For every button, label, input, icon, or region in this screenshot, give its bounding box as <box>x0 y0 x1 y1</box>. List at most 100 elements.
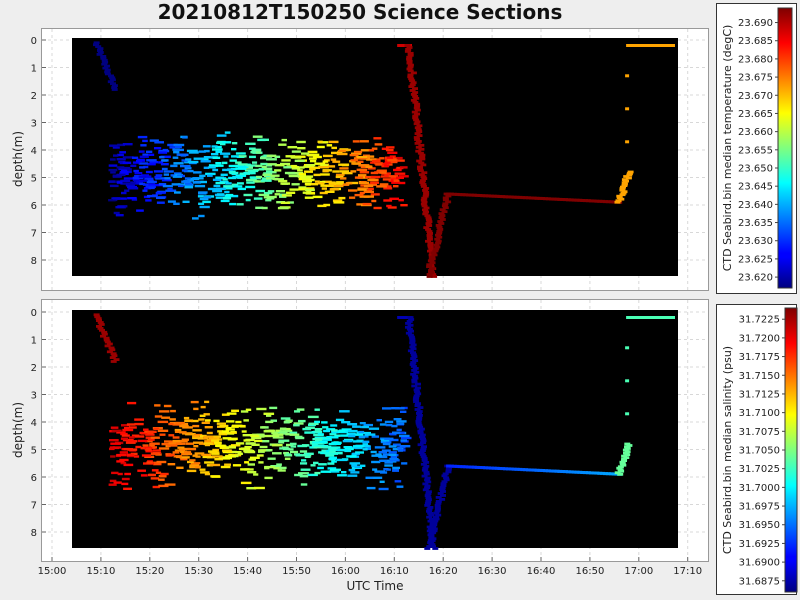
data-mark <box>252 161 258 164</box>
data-mark <box>297 173 306 176</box>
data-mark <box>156 196 166 199</box>
data-mark <box>506 195 511 199</box>
data-mark <box>195 455 201 458</box>
data-mark <box>621 181 628 184</box>
data-mark <box>182 432 193 435</box>
data-mark <box>425 218 432 222</box>
data-mark <box>577 470 583 474</box>
data-mark <box>410 71 417 75</box>
x-tick-label: 15:40 <box>233 566 262 577</box>
data-mark <box>250 151 261 154</box>
data-mark <box>358 430 364 434</box>
data-mark <box>167 444 178 447</box>
data-mark <box>625 107 630 111</box>
data-mark <box>526 196 531 200</box>
data-mark <box>428 269 435 272</box>
data-mark <box>97 51 104 54</box>
data-mark <box>313 444 325 447</box>
data-mark <box>194 184 206 188</box>
data-mark <box>329 188 339 191</box>
data-mark <box>420 437 426 441</box>
data-mark <box>95 317 102 320</box>
data-mark <box>287 146 298 149</box>
data-mark <box>371 159 381 163</box>
data-mark <box>129 426 137 429</box>
data-mark <box>168 453 175 456</box>
data-mark <box>422 466 429 470</box>
data-mark <box>392 448 404 451</box>
data-mark <box>520 196 526 200</box>
data-mark <box>224 190 230 194</box>
data-mark <box>95 45 102 48</box>
data-mark <box>288 174 300 178</box>
data-mark <box>571 470 577 474</box>
data-mark <box>211 145 218 148</box>
data-mark <box>237 182 244 185</box>
data-mark <box>317 204 327 208</box>
data-mark <box>557 469 563 473</box>
data-mark <box>354 446 363 450</box>
data-mark <box>108 483 117 486</box>
data-mark <box>435 239 442 243</box>
data-mark <box>431 253 438 257</box>
data-mark <box>309 153 320 156</box>
data-mark <box>126 182 135 185</box>
y-tick-label: 6 <box>31 201 37 212</box>
data-mark <box>305 426 315 429</box>
data-mark <box>127 197 137 200</box>
data-mark <box>173 162 184 165</box>
data-mark <box>439 218 446 221</box>
data-mark <box>178 184 184 188</box>
data-mark <box>184 167 192 170</box>
data-mark <box>199 197 209 201</box>
data-mark <box>360 164 370 167</box>
data-mark <box>231 183 239 186</box>
data-mark <box>371 454 382 457</box>
data-mark <box>382 407 392 410</box>
data-mark <box>229 159 237 162</box>
data-mark <box>142 139 148 143</box>
data-mark <box>200 160 211 163</box>
data-mark <box>500 467 506 471</box>
data-mark <box>256 433 265 436</box>
data-mark <box>176 466 184 469</box>
data-mark <box>354 193 364 197</box>
data-mark <box>428 257 435 261</box>
data-mark <box>110 455 116 458</box>
data-mark <box>441 204 448 208</box>
data-mark <box>184 451 192 454</box>
data-mark <box>410 372 417 376</box>
data-mark <box>191 419 199 423</box>
data-mark <box>321 436 328 440</box>
data-mark <box>616 194 623 198</box>
data-mark <box>430 525 437 529</box>
data-mark <box>167 463 176 466</box>
data-mark <box>412 87 418 90</box>
data-mark <box>580 199 586 202</box>
data-mark <box>421 445 427 449</box>
data-mark <box>396 159 405 162</box>
data-mark <box>152 485 160 489</box>
data-mark <box>423 472 430 476</box>
data-mark <box>179 431 187 434</box>
data-mark <box>426 545 433 548</box>
data-mark <box>412 367 419 370</box>
colorbar-tick-label: 23.670 <box>738 91 773 102</box>
data-mark <box>192 429 202 432</box>
data-mark <box>145 447 152 451</box>
data-mark <box>190 462 201 465</box>
data-mark <box>267 457 276 460</box>
data-mark <box>155 471 162 474</box>
data-mark <box>177 183 185 186</box>
x-tick-label: 16:30 <box>478 566 507 577</box>
data-mark <box>323 446 331 449</box>
data-mark <box>247 450 255 454</box>
data-mark <box>424 476 431 480</box>
data-mark <box>441 480 448 484</box>
data-mark <box>349 433 355 436</box>
data-mark <box>258 461 264 464</box>
data-mark <box>420 185 427 188</box>
data-mark <box>448 464 454 468</box>
data-mark <box>359 168 367 172</box>
